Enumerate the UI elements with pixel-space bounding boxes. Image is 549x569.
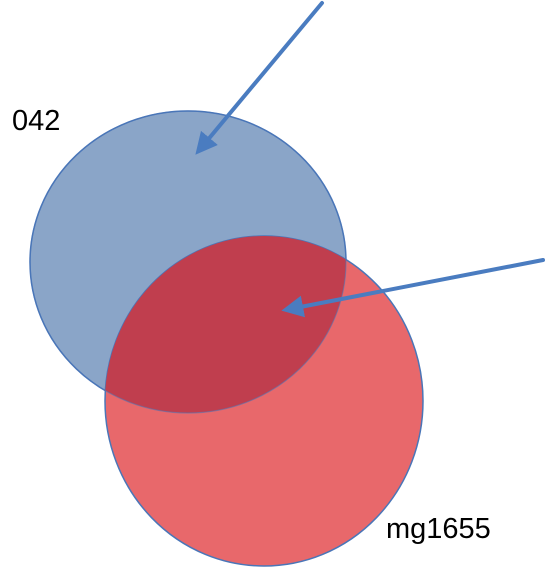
arrow-to-overlap (281, 258, 545, 318)
set-label-a: 042 (12, 105, 61, 137)
set-label-b: mg1655 (386, 513, 491, 545)
arrow-to-set-a (195, 1, 324, 155)
set-circle-a-outline (29, 110, 347, 414)
